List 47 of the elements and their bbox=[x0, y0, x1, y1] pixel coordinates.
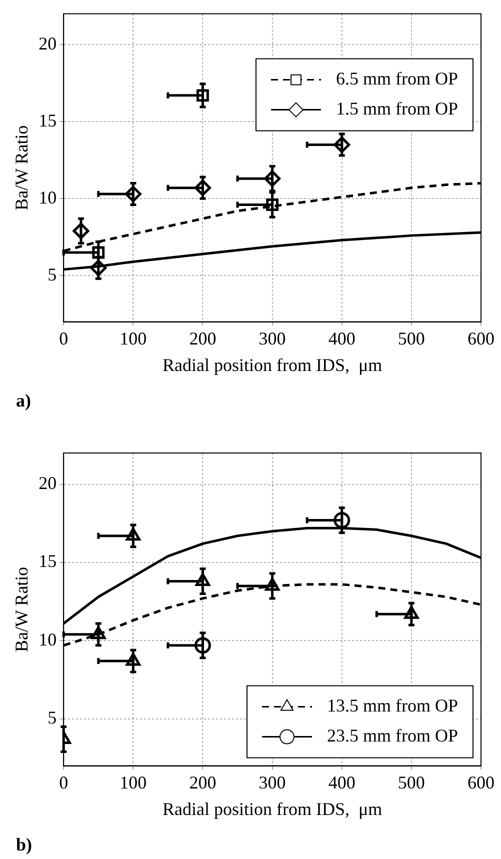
point bbox=[404, 606, 419, 619]
y-axis-title: Ba/W Ratio bbox=[12, 566, 32, 652]
x-tick-label: 0 bbox=[59, 772, 68, 792]
point bbox=[126, 528, 140, 541]
y-tick-label: 10 bbox=[38, 187, 57, 208]
x-tick-label: 500 bbox=[398, 772, 425, 792]
x-tick-label: 200 bbox=[189, 328, 216, 348]
x-tick-label: 400 bbox=[328, 328, 356, 348]
point bbox=[126, 652, 140, 666]
point bbox=[90, 260, 107, 276]
point bbox=[194, 180, 211, 196]
legend-label: 23.5 mm from OP bbox=[327, 726, 458, 746]
point bbox=[334, 136, 350, 153]
text: b) bbox=[16, 834, 32, 855]
y-tick-label: 5 bbox=[48, 264, 57, 284]
legend-label: 13.5 mm from OP bbox=[327, 696, 458, 716]
point bbox=[264, 578, 280, 591]
x-tick-label: 400 bbox=[328, 772, 356, 792]
x-tick-label: 100 bbox=[120, 772, 147, 792]
x-tick-label: 600 bbox=[468, 328, 494, 348]
point bbox=[264, 170, 281, 187]
point bbox=[266, 198, 278, 211]
y-tick-label: 10 bbox=[38, 629, 57, 650]
text: a) bbox=[16, 390, 31, 411]
point bbox=[91, 626, 106, 640]
y-tick-label: 15 bbox=[38, 110, 57, 130]
x-tick-label: 300 bbox=[258, 328, 286, 348]
x-axis-title: Radial position from IDS, μm bbox=[162, 798, 382, 819]
point bbox=[196, 89, 209, 102]
legend-label: 1.5 mm from OP bbox=[336, 98, 458, 119]
y-tick-label: 5 bbox=[48, 708, 57, 728]
x-tick-label: 300 bbox=[258, 772, 286, 792]
point bbox=[124, 186, 142, 202]
y-axis-title: Ba/W Ratio bbox=[12, 125, 32, 210]
x-tick-label: 500 bbox=[398, 328, 425, 348]
y-tick-label: 20 bbox=[38, 33, 57, 54]
x-tick-label: 100 bbox=[120, 328, 147, 348]
x-tick-label: 0 bbox=[59, 328, 68, 348]
y-tick-label: 20 bbox=[38, 473, 57, 494]
x-tick-label: 600 bbox=[468, 772, 494, 792]
legend-label: 6.5 mm from OP bbox=[336, 68, 458, 89]
point bbox=[92, 246, 105, 259]
point bbox=[195, 573, 210, 586]
point bbox=[72, 222, 90, 240]
y-tick-label: 15 bbox=[38, 551, 57, 572]
x-axis-title: Radial position from IDS, μm bbox=[162, 354, 382, 375]
x-tick-label: 200 bbox=[189, 772, 216, 792]
